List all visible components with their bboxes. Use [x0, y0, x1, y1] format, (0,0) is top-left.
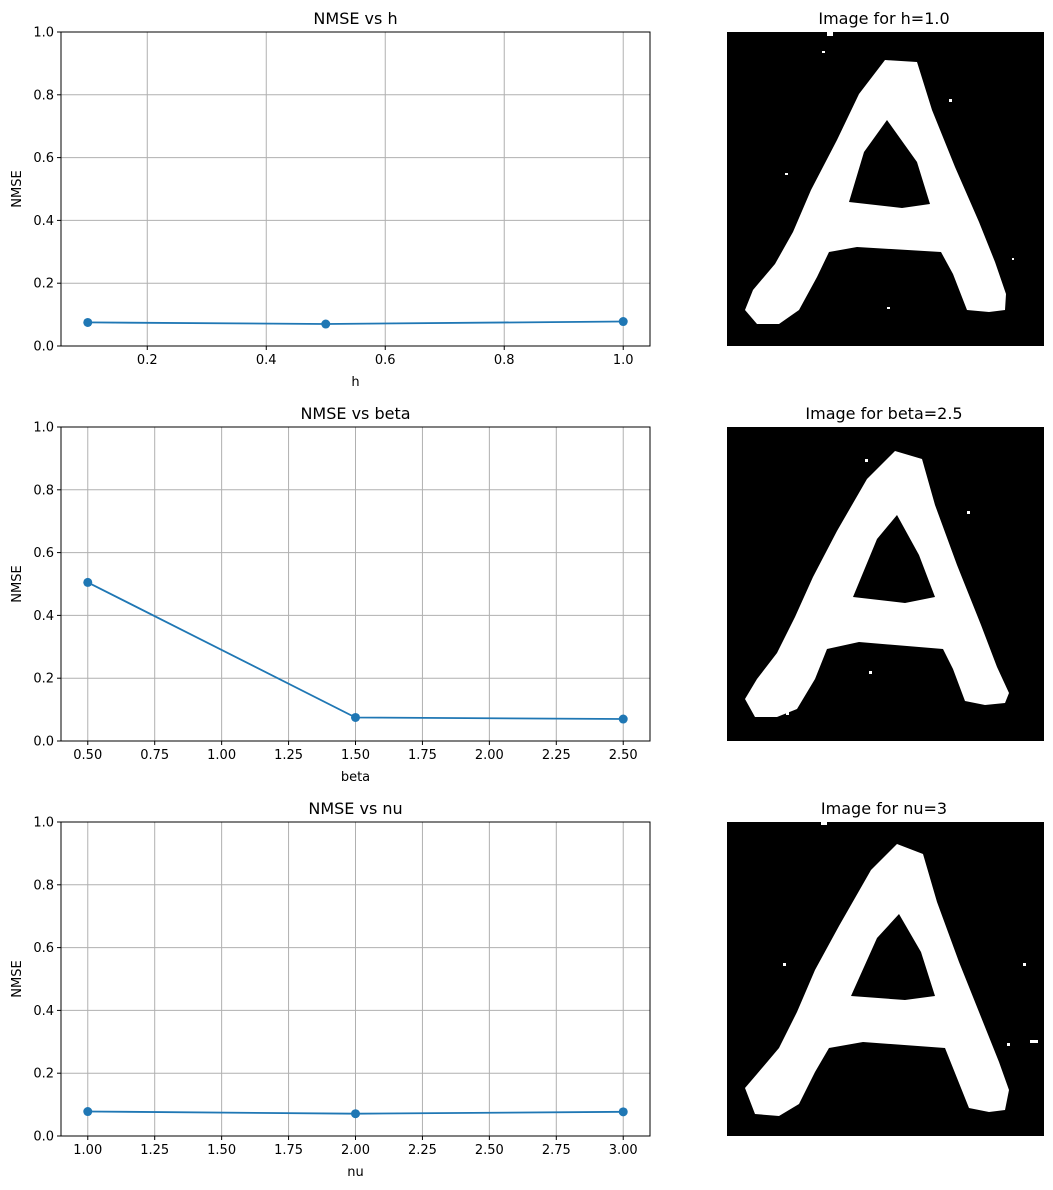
x-tick-label: 0.75: [140, 748, 169, 763]
chart-panel-h: 0.2 0.4 0.6 0.8 1.0 0.0 0.2 0.4 0.6 0.8 1.0 NMSE vs…: [10, 9, 651, 390]
y-tick-label: 0.4: [33, 609, 54, 624]
chart-title: NMSE vs h: [313, 9, 397, 28]
y-tick-label: 0.2: [33, 277, 54, 292]
chart-panel-beta: 0.50 0.75 1.00 1.25 1.50 1.75 2.00 2.25 2.50 0.0 0…: [10, 404, 651, 785]
x-tick-label: 0.50: [73, 748, 102, 763]
data-point: [83, 317, 93, 327]
y-tick-label: 0.6: [33, 546, 54, 561]
y-tick-label: 0.2: [33, 1067, 54, 1082]
x-axis-label: h: [351, 375, 359, 390]
x-tick-label: 1.25: [274, 748, 303, 763]
y-tick-label: 1.0: [33, 421, 54, 436]
x-axis-label: beta: [341, 770, 370, 785]
data-point: [618, 1107, 628, 1117]
x-tick-label: 0.6: [375, 353, 396, 368]
y-tick-label: 0.6: [33, 941, 54, 956]
image-panel-beta: Image for beta=2.5: [727, 404, 1044, 741]
data-point: [618, 714, 628, 724]
y-axis-label: NMSE: [10, 565, 25, 602]
letter-a-image: [745, 451, 1009, 717]
data-point: [351, 1109, 360, 1119]
x-tick-label: 1.75: [408, 748, 437, 763]
x-tick-label: 2.00: [341, 1143, 370, 1158]
image-panel-h: Image for h=1.0: [727, 9, 1044, 346]
y-tick-label: 0.6: [33, 151, 54, 166]
x-tick-label: 1.50: [341, 748, 370, 763]
data-point: [83, 1107, 93, 1117]
x-tick-label: 2.75: [542, 1143, 571, 1158]
plot-frame: [60, 31, 651, 347]
x-tick-label: 1.25: [140, 1143, 169, 1158]
x-tick-label: 1.00: [207, 748, 236, 763]
x-tick-label: 1.50: [207, 1143, 236, 1158]
data-point: [351, 712, 360, 722]
x-tick-label: 0.4: [256, 353, 277, 368]
data-point: [321, 319, 331, 329]
x-tick-label: 2.50: [609, 748, 638, 763]
x-tick-label: 1.0: [613, 353, 634, 368]
x-tick-label: 2.50: [475, 1143, 504, 1158]
data-point: [83, 577, 93, 587]
y-tick-label: 0.4: [33, 214, 54, 229]
y-axis-label: NMSE: [10, 960, 25, 997]
x-axis-label: nu: [347, 1165, 363, 1180]
y-tick-label: 0.0: [33, 735, 54, 750]
letter-a-image: [745, 822, 1038, 1116]
x-tick-label: 0.8: [494, 353, 515, 368]
y-tick-label: 0.8: [33, 878, 54, 893]
x-tick-label: 2.25: [408, 1143, 437, 1158]
x-tick-label: 3.00: [609, 1143, 638, 1158]
y-axis-label: NMSE: [10, 170, 25, 207]
series-line: [87, 320, 624, 325]
y-tick-label: 0.4: [33, 1004, 54, 1019]
y-tick-label: 0.0: [33, 1130, 54, 1145]
letter-a-image: [745, 32, 1014, 324]
chart-title: NMSE vs beta: [300, 404, 410, 423]
chart-title: NMSE vs nu: [308, 799, 402, 818]
image-title: Image for h=1.0: [818, 9, 949, 28]
y-tick-label: 0.2: [33, 672, 54, 687]
y-tick-label: 0.8: [33, 483, 54, 498]
x-tick-label: 0.2: [137, 353, 158, 368]
image-panel-nu: Image for nu=3: [727, 799, 1044, 1136]
image-title: Image for nu=3: [821, 799, 947, 818]
x-tick-label: 2.25: [542, 748, 571, 763]
x-tick-label: 1.75: [274, 1143, 303, 1158]
y-tick-label: 0.8: [33, 88, 54, 103]
image-title: Image for beta=2.5: [805, 404, 962, 423]
data-point: [618, 317, 628, 327]
y-tick-label: 1.0: [33, 26, 54, 41]
x-tick-label: 1.00: [73, 1143, 102, 1158]
x-tick-label: 2.00: [475, 748, 504, 763]
chart-panel-nu: 1.00 1.25 1.50 1.75 2.00 2.25 2.50 2.75 3.00 0.0 0…: [10, 799, 651, 1180]
y-tick-label: 1.0: [33, 816, 54, 831]
y-tick-label: 0.0: [33, 340, 54, 355]
